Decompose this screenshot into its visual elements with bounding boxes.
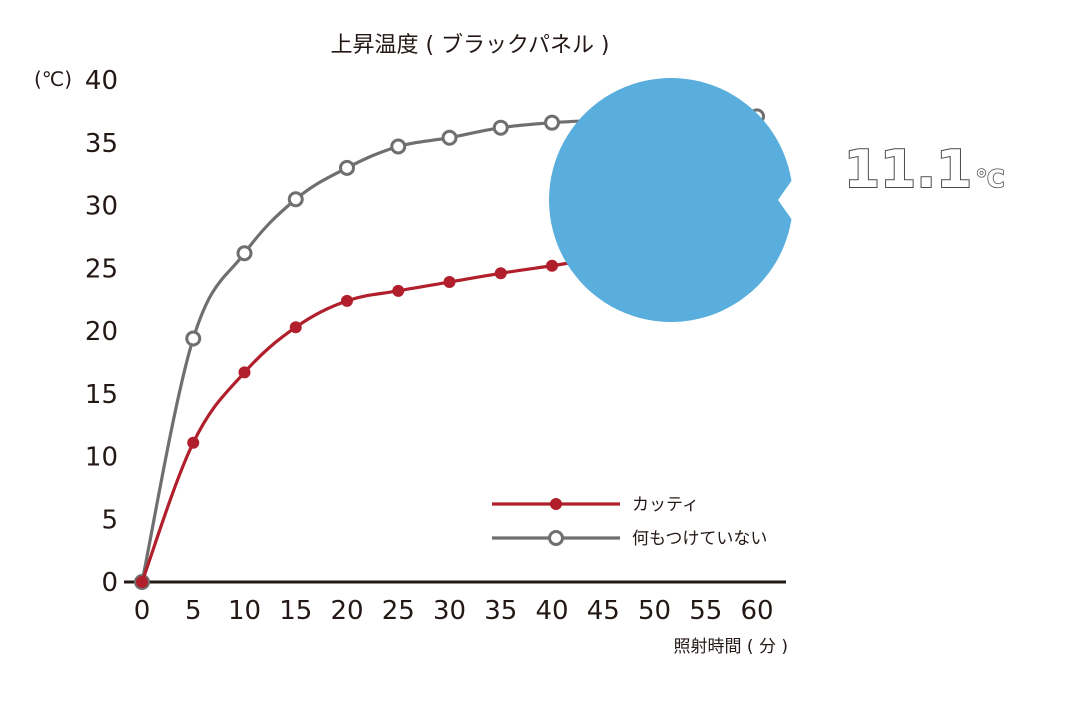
legend-marker <box>550 498 562 510</box>
data-point <box>390 138 407 155</box>
x-tick-label: 40 <box>535 596 568 626</box>
x-tick-label: 5 <box>185 596 202 626</box>
data-point <box>494 267 507 280</box>
y-axis-unit: (℃) <box>34 67 72 91</box>
x-tick-label: 55 <box>689 596 722 626</box>
data-point <box>238 366 251 379</box>
x-tick-label: 45 <box>587 596 620 626</box>
data-point <box>236 245 253 262</box>
data-point <box>287 191 304 208</box>
data-point <box>187 436 200 449</box>
legend-item: 何もつけていない <box>492 529 767 549</box>
data-point <box>339 159 355 176</box>
y-tick-label: 5 <box>101 505 118 535</box>
x-axis-label: 照射時間 ( 分 ) <box>674 637 788 657</box>
y-tick-label: 10 <box>85 443 118 473</box>
x-tick-label: 30 <box>433 596 466 626</box>
x-tick-label: 15 <box>279 596 312 626</box>
chart-title: 上昇温度 ( ブラックパネル ) <box>330 33 609 58</box>
legend-marker <box>548 530 564 546</box>
data-point <box>289 321 302 334</box>
y-tick-label: 20 <box>85 317 118 347</box>
callout-line-2: 抑えました！ <box>852 248 984 273</box>
data-point <box>546 259 558 272</box>
y-tick-label: 35 <box>85 129 118 159</box>
callout-line-1: 温度上昇を <box>863 210 973 236</box>
y-axis-ticks: 0 5 10 15 20 25 30 35 40 <box>85 66 118 598</box>
x-tick-label: 60 <box>740 596 773 626</box>
y-tick-label: 40 <box>85 66 118 96</box>
x-tick-label: 20 <box>330 596 363 626</box>
x-axis-ticks: 0 5 10 15 20 25 30 35 40 45 50 55 60 <box>134 596 774 626</box>
callout-value: 11.1 <box>844 140 972 200</box>
data-point <box>441 129 458 146</box>
data-point <box>492 119 509 136</box>
callout-unit: ℃ <box>975 165 1004 193</box>
data-point <box>341 294 353 307</box>
y-tick-label: 0 <box>101 568 118 598</box>
y-tick-label: 15 <box>85 380 118 410</box>
x-tick-label: 50 <box>638 596 671 626</box>
legend-label: 何もつけていない <box>632 529 767 549</box>
legend-label: カッティ <box>632 495 699 515</box>
x-tick-label: 35 <box>484 596 517 626</box>
legend-item: カッティ <box>492 495 699 515</box>
data-point <box>443 276 456 289</box>
data-point <box>185 330 202 347</box>
data-point <box>392 284 405 297</box>
x-tick-label: 10 <box>228 596 261 626</box>
data-point <box>544 114 560 131</box>
callout-bubble-shape <box>549 78 792 322</box>
callout-bubble: 11.1 ℃ 温度上昇を 抑えました！ <box>549 78 1005 322</box>
y-tick-label: 30 <box>85 192 118 222</box>
y-tick-label: 25 <box>85 254 118 284</box>
data-point <box>136 576 148 588</box>
x-tick-label: 0 <box>134 596 151 626</box>
x-tick-label: 25 <box>382 596 415 626</box>
